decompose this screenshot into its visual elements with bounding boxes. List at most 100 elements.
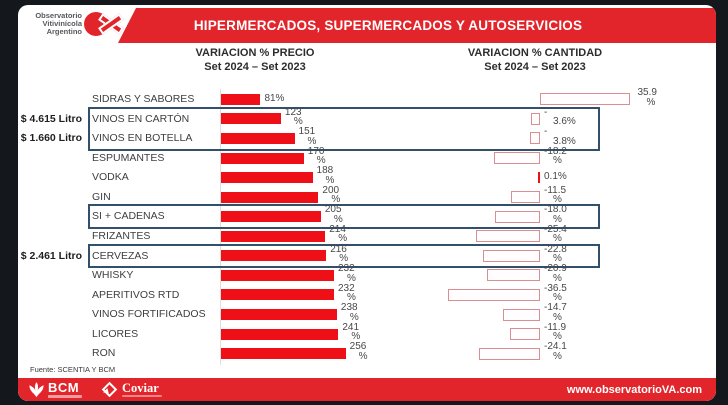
price-value: 151% [298, 126, 317, 147]
price-bar [221, 132, 295, 144]
chart-row: VODKA 188% 0.1% [18, 165, 716, 188]
category-label: APERITIVOS RTD [92, 288, 180, 301]
coviar-logo: Coviar [101, 379, 162, 400]
coviar-text-block: Coviar [122, 380, 162, 397]
highlight-box [88, 106, 600, 151]
price-value: 232% [337, 282, 356, 304]
category-label: FRIZANTES [92, 229, 151, 242]
price-bar [221, 191, 319, 203]
price-value: 81% [264, 93, 285, 104]
bcm-wings-icon [29, 382, 44, 398]
chart-row: ESPUMANTES 170% -18.2% [18, 145, 716, 168]
category-label: VINOS FORTIFICADOS [92, 308, 206, 321]
category-label: VODKA [92, 171, 129, 184]
chart-row: LICORES 241% -11.9% [18, 321, 716, 344]
chart-row: SI + CADENAS 205% -18.0% [18, 205, 716, 227]
price-bar [221, 289, 334, 301]
price-column-title: VARIACION % PRECIO [195, 47, 315, 59]
price-bar [221, 230, 326, 242]
category-label: WHISKY [92, 269, 134, 282]
header-band: HIPERMERCADOS, SUPERMERCADOS Y AUTOSERVI… [118, 8, 716, 43]
observatorio-logo: Observatorio Vitivinícola Argentino [28, 9, 124, 43]
quantity-column-header: VARIACION % CANTIDAD Set 2024 – Set 2023 [435, 46, 635, 74]
chart-row: APERITIVOS RTD 232% -36.5% [18, 282, 716, 305]
category-label: ESPUMANTES [92, 151, 165, 164]
quantity-value: -20.9% [544, 263, 567, 284]
chart-row: VINOS EN BOTELLA 151% -3.8% [18, 126, 716, 149]
quantity-bar [479, 347, 540, 360]
website-url: www.observatorioVA.com [566, 383, 702, 396]
price-value: 256% [349, 341, 368, 362]
coviar-diamond-icon [101, 381, 118, 398]
category-label: CERVEZAS [92, 249, 149, 262]
price-per-litre-annotation: $ 2.461 Litro [20, 249, 82, 262]
category-label: SIDRAS Y SABORES [92, 93, 195, 105]
quantity-bar [475, 230, 540, 243]
price-bar [221, 269, 334, 281]
highlight-box [88, 243, 600, 269]
chart-row: RON 256% -24.1% [18, 341, 716, 364]
observatorio-logo-icon [84, 9, 124, 41]
price-column-header: VARIACION % PRECIO Set 2024 – Set 2023 [155, 46, 355, 74]
chart-row: WHISKY 232% -20.9% [18, 263, 716, 286]
coviar-tagline-strip [122, 394, 162, 397]
price-bar [221, 93, 261, 105]
logo-line-1: Observatorio [35, 11, 82, 20]
bcm-logo: BCM [28, 379, 82, 400]
quantity-bar [530, 112, 540, 125]
quantity-value: 0.1% [544, 171, 567, 183]
price-per-litre-annotation: $ 4.615 Litro [20, 112, 82, 125]
price-value: 170% [307, 145, 326, 167]
price-value: 238% [340, 302, 359, 323]
bcm-text-block: BCM [48, 379, 82, 398]
price-value: 241% [342, 321, 361, 343]
quantity-bar [482, 249, 540, 262]
chart-row: VINOS EN CARTÓN 123% -3.6% [18, 106, 716, 129]
price-value: 188% [316, 165, 335, 186]
chart-row: GIN 200% -11.5% [18, 184, 716, 207]
category-label: VINOS EN CARTÓN [92, 112, 190, 125]
quantity-column-title: VARIACION % CANTIDAD [467, 47, 603, 59]
price-bar [221, 328, 339, 340]
price-axis-baseline [220, 89, 221, 365]
quantity-bar [538, 172, 540, 184]
bcm-label: BCM [48, 379, 80, 395]
price-value: 123% [284, 106, 303, 128]
coviar-label: Coviar [122, 380, 159, 395]
price-value: 216% [330, 243, 349, 265]
quantity-value: -11.5% [544, 184, 567, 206]
quantity-bar [511, 191, 540, 204]
highlight-box [88, 204, 600, 229]
quantity-value: -24.1% [544, 341, 567, 362]
quantity-bar [494, 210, 540, 223]
chart-row: SIDRAS Y SABORES 81% 35.9% [18, 87, 716, 110]
quantity-value: 35.9% [637, 87, 657, 108]
quantity-column-subtitle: Set 2024 – Set 2023 [484, 61, 586, 73]
bcm-subtitle-strip [48, 394, 82, 398]
price-bar [221, 211, 321, 223]
price-bar [221, 152, 304, 164]
price-bar [221, 250, 327, 262]
price-column-subtitle: Set 2024 – Set 2023 [204, 61, 306, 73]
price-per-litre-annotation: $ 1.660 Litro [20, 132, 82, 145]
price-value: 214% [329, 223, 348, 245]
quantity-value: -22.8% [544, 243, 567, 265]
quantity-bar [494, 152, 540, 164]
quantity-value: -3.6% [544, 106, 576, 128]
observatorio-logo-text: Observatorio Vitivinícola Argentino [28, 12, 82, 36]
quantity-value: -36.5% [544, 282, 567, 304]
quantity-value: -3.8% [544, 126, 576, 147]
logo-line-2: Vitivinícola [42, 19, 82, 28]
quantity-value: -18.2% [544, 145, 567, 167]
quantity-bar [502, 308, 540, 321]
quantity-bar [510, 328, 540, 341]
quantity-bar [487, 269, 540, 282]
chart-row: VINOS FORTIFICADOS 238% -14.7% [18, 302, 716, 325]
quantity-bar [448, 288, 540, 301]
quantity-value: -25.4% [544, 223, 567, 245]
chart-row: CERVEZAS 216% -22.8% [18, 243, 716, 266]
chart-row: FRIZANTES 214% -25.4% [18, 223, 716, 246]
price-bar [221, 348, 346, 360]
footer-bar: BCM Coviar www.observatorioVA.com [18, 378, 716, 401]
